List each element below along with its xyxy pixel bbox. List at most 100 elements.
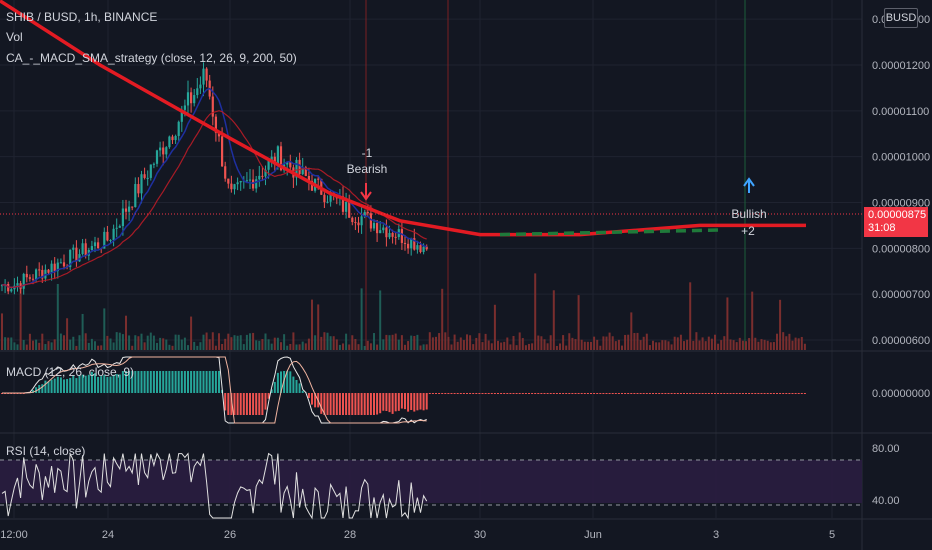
volume-bar — [335, 339, 338, 350]
macd-histogram-bar — [673, 393, 676, 394]
candle-body — [25, 273, 28, 278]
candle-body — [407, 243, 410, 249]
macd-histogram-bar — [425, 393, 428, 410]
macd-histogram-bar — [490, 393, 493, 394]
symbol-legend[interactable]: SHIB / BUSD, 1h, BINANCE — [6, 10, 158, 24]
volume-bar — [546, 343, 549, 350]
volume-bar — [47, 341, 50, 350]
volume-bar — [199, 342, 202, 350]
macd-histogram-bar — [400, 393, 403, 409]
currency-badge[interactable]: BUSD — [884, 8, 918, 28]
macd-histogram-bar — [131, 371, 134, 393]
candle-body — [180, 109, 183, 122]
volume-bar — [723, 336, 726, 350]
macd-histogram-bar — [714, 393, 716, 394]
macd-histogram-bar — [701, 393, 704, 394]
volume-legend[interactable]: Vol — [6, 30, 23, 44]
candle-body — [177, 121, 180, 136]
macd-axis-label: 0.00000000 — [872, 388, 930, 400]
candle-body — [388, 233, 391, 238]
volume-bar — [419, 345, 422, 350]
candle-body — [38, 269, 41, 271]
volume-bar — [593, 336, 596, 350]
macd-title[interactable]: MACD (12, 26, close, 9) — [6, 365, 135, 379]
volume-bar — [602, 336, 605, 350]
candle-body — [224, 166, 227, 179]
macd-histogram-bar — [760, 393, 763, 394]
volume-bar — [611, 336, 614, 350]
macd-histogram-bar — [481, 393, 484, 394]
volume-bar — [205, 332, 208, 350]
strategy-legend[interactable]: CA_-_MACD_SMA_strategy (close, 12, 26, 9… — [6, 51, 297, 65]
macd-histogram-bar — [803, 393, 806, 394]
candle-body — [394, 236, 397, 238]
volume-bar — [568, 333, 571, 350]
macd-histogram-bar — [41, 384, 44, 393]
candle-body — [41, 270, 44, 279]
volume-bar — [444, 332, 447, 350]
volume-bar — [280, 342, 282, 350]
volume-bar — [183, 337, 186, 350]
volume-bar — [211, 332, 214, 350]
macd-histogram-bar — [100, 376, 103, 393]
volume-bar — [109, 338, 112, 350]
candlesticks[interactable] — [0, 0, 805, 295]
volume-bar — [53, 339, 56, 350]
volume-bar — [788, 333, 791, 350]
candle-body — [351, 217, 354, 223]
macd-pane — [1, 356, 806, 424]
macd-histogram-bar — [109, 376, 112, 393]
macd-histogram-bar — [478, 393, 481, 394]
macd-histogram-bar — [748, 393, 751, 394]
volume-bar — [636, 332, 639, 350]
candle-body — [190, 92, 193, 104]
macd-histogram-bar — [404, 393, 406, 410]
macd-histogram-bar — [503, 393, 506, 394]
macd-histogram-bar — [692, 393, 695, 394]
macd-histogram-bar — [763, 393, 766, 394]
macd-histogram-bar — [531, 393, 534, 394]
volume-bar — [714, 334, 716, 350]
volume-bar — [599, 345, 602, 350]
volume-bar — [242, 344, 245, 350]
macd-histogram-bar — [289, 371, 292, 393]
candle-body — [35, 269, 38, 280]
volume-bar — [224, 338, 227, 350]
macd-histogram-bar — [345, 393, 348, 415]
rsi-title[interactable]: RSI (14, close) — [6, 444, 86, 458]
candle-body — [140, 174, 143, 194]
volume-bar — [379, 290, 382, 350]
volume-bar — [512, 335, 515, 350]
macd-histogram-bar — [788, 393, 791, 394]
macd-histogram-bar — [373, 393, 375, 415]
volume-bar — [664, 340, 667, 350]
macd-histogram-bar — [524, 393, 527, 394]
macd-histogram-bar — [679, 393, 682, 394]
macd-histogram-bar — [273, 381, 276, 393]
macd-histogram-bar — [528, 393, 530, 394]
volume-bar — [655, 342, 658, 350]
candle-body — [270, 156, 273, 161]
macd-histogram-bar — [537, 393, 540, 394]
macd-histogram-bar — [521, 393, 524, 394]
volume-bar — [44, 344, 47, 350]
macd-histogram-bar — [125, 371, 127, 393]
candle-body — [416, 245, 419, 250]
volume-bar — [658, 342, 661, 350]
candle-body — [245, 180, 248, 182]
macd-histogram-bar — [586, 393, 589, 394]
macd-histogram-bar — [695, 393, 698, 394]
macd-histogram-bar — [214, 371, 217, 393]
candle-body — [186, 92, 190, 106]
macd-histogram-bar — [772, 393, 775, 394]
volume-bar — [537, 335, 540, 350]
volume-bar — [56, 283, 59, 350]
long-sma-line — [0, 0, 806, 237]
volume-bar — [466, 334, 468, 350]
volume-bar — [630, 312, 633, 350]
macd-histogram-bar — [388, 393, 391, 413]
macd-histogram-bar — [360, 393, 363, 415]
volume-bar — [202, 334, 205, 350]
candle-body — [255, 179, 258, 189]
